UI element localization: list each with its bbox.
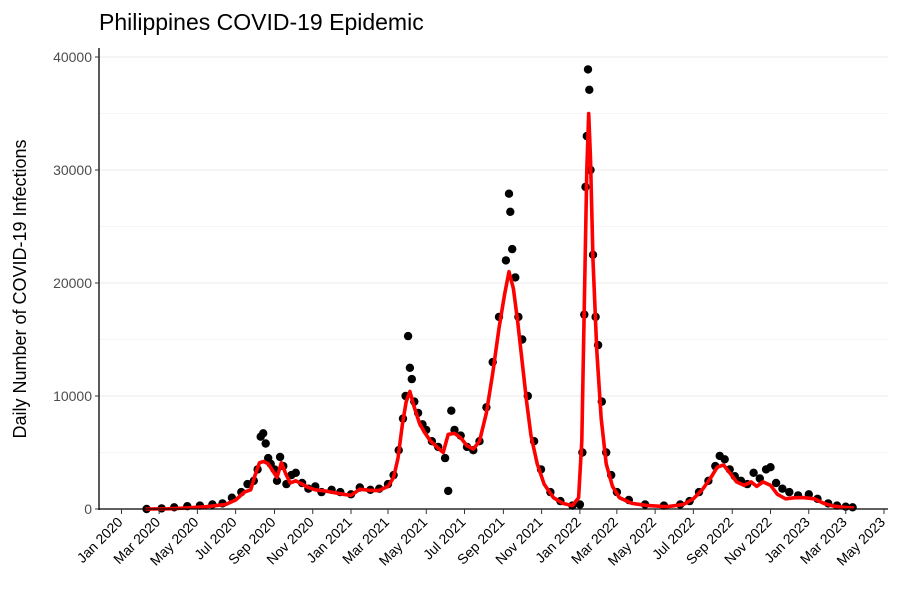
data-point xyxy=(259,429,268,438)
data-point xyxy=(291,468,300,477)
data-point xyxy=(504,189,514,198)
data-point xyxy=(405,363,415,372)
data-point xyxy=(575,500,585,509)
trend-line-layer xyxy=(144,111,855,511)
data-point xyxy=(403,331,413,341)
data-point xyxy=(766,463,775,472)
data-point xyxy=(243,479,252,489)
data-point xyxy=(585,85,594,95)
trend-line xyxy=(144,111,855,511)
data-point xyxy=(275,452,285,462)
data-point xyxy=(506,207,515,216)
data-point xyxy=(583,65,593,74)
data-point xyxy=(508,244,517,254)
gridlines xyxy=(99,56,888,510)
data-point xyxy=(272,476,282,485)
data-point xyxy=(447,406,456,415)
y-tick-label: 0 xyxy=(84,501,92,517)
y-tick-label: 20000 xyxy=(53,275,92,291)
y-tick-label: 40000 xyxy=(53,49,92,65)
data-point xyxy=(511,273,520,282)
data-point xyxy=(444,486,453,496)
data-point xyxy=(407,374,416,384)
y-tick-label: 10000 xyxy=(53,388,92,404)
y-axis-label: Daily Number of COVID-19 Infections xyxy=(10,139,30,438)
data-point xyxy=(778,484,787,493)
data-point xyxy=(720,455,729,464)
data-point xyxy=(785,487,794,497)
y-tick-label: 30000 xyxy=(53,162,92,178)
data-point xyxy=(771,478,781,488)
data-point xyxy=(440,453,450,463)
chart-title: Philippines COVID-19 Epidemic xyxy=(99,9,424,35)
data-point xyxy=(261,439,270,448)
data-points xyxy=(142,65,857,514)
data-point xyxy=(501,256,511,265)
data-point xyxy=(749,468,758,477)
